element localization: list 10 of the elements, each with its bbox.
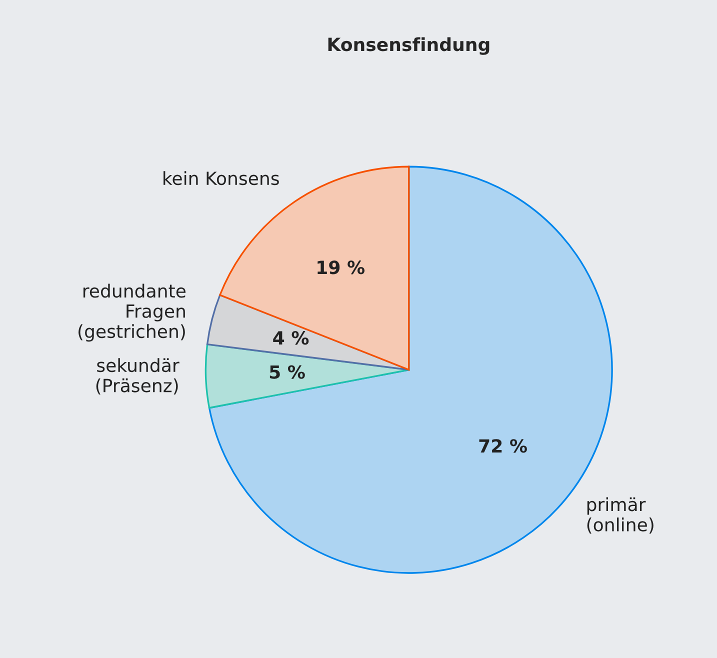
slice-label: redundante Fragen (gestrichen) [78, 284, 186, 342]
data-label: 72 % [479, 439, 527, 453]
pie-slice [204, 343, 410, 409]
chart-title: Konsensfindung [328, 37, 490, 55]
data-label: 5 % [270, 365, 305, 379]
data-label: 4 % [273, 331, 309, 345]
slice-label: sekundär (Präsenz) [96, 358, 180, 394]
data-label: 19 % [318, 260, 365, 274]
slice-label: kein Konsens [164, 171, 279, 186]
slice-label: primär (online) [587, 497, 654, 534]
